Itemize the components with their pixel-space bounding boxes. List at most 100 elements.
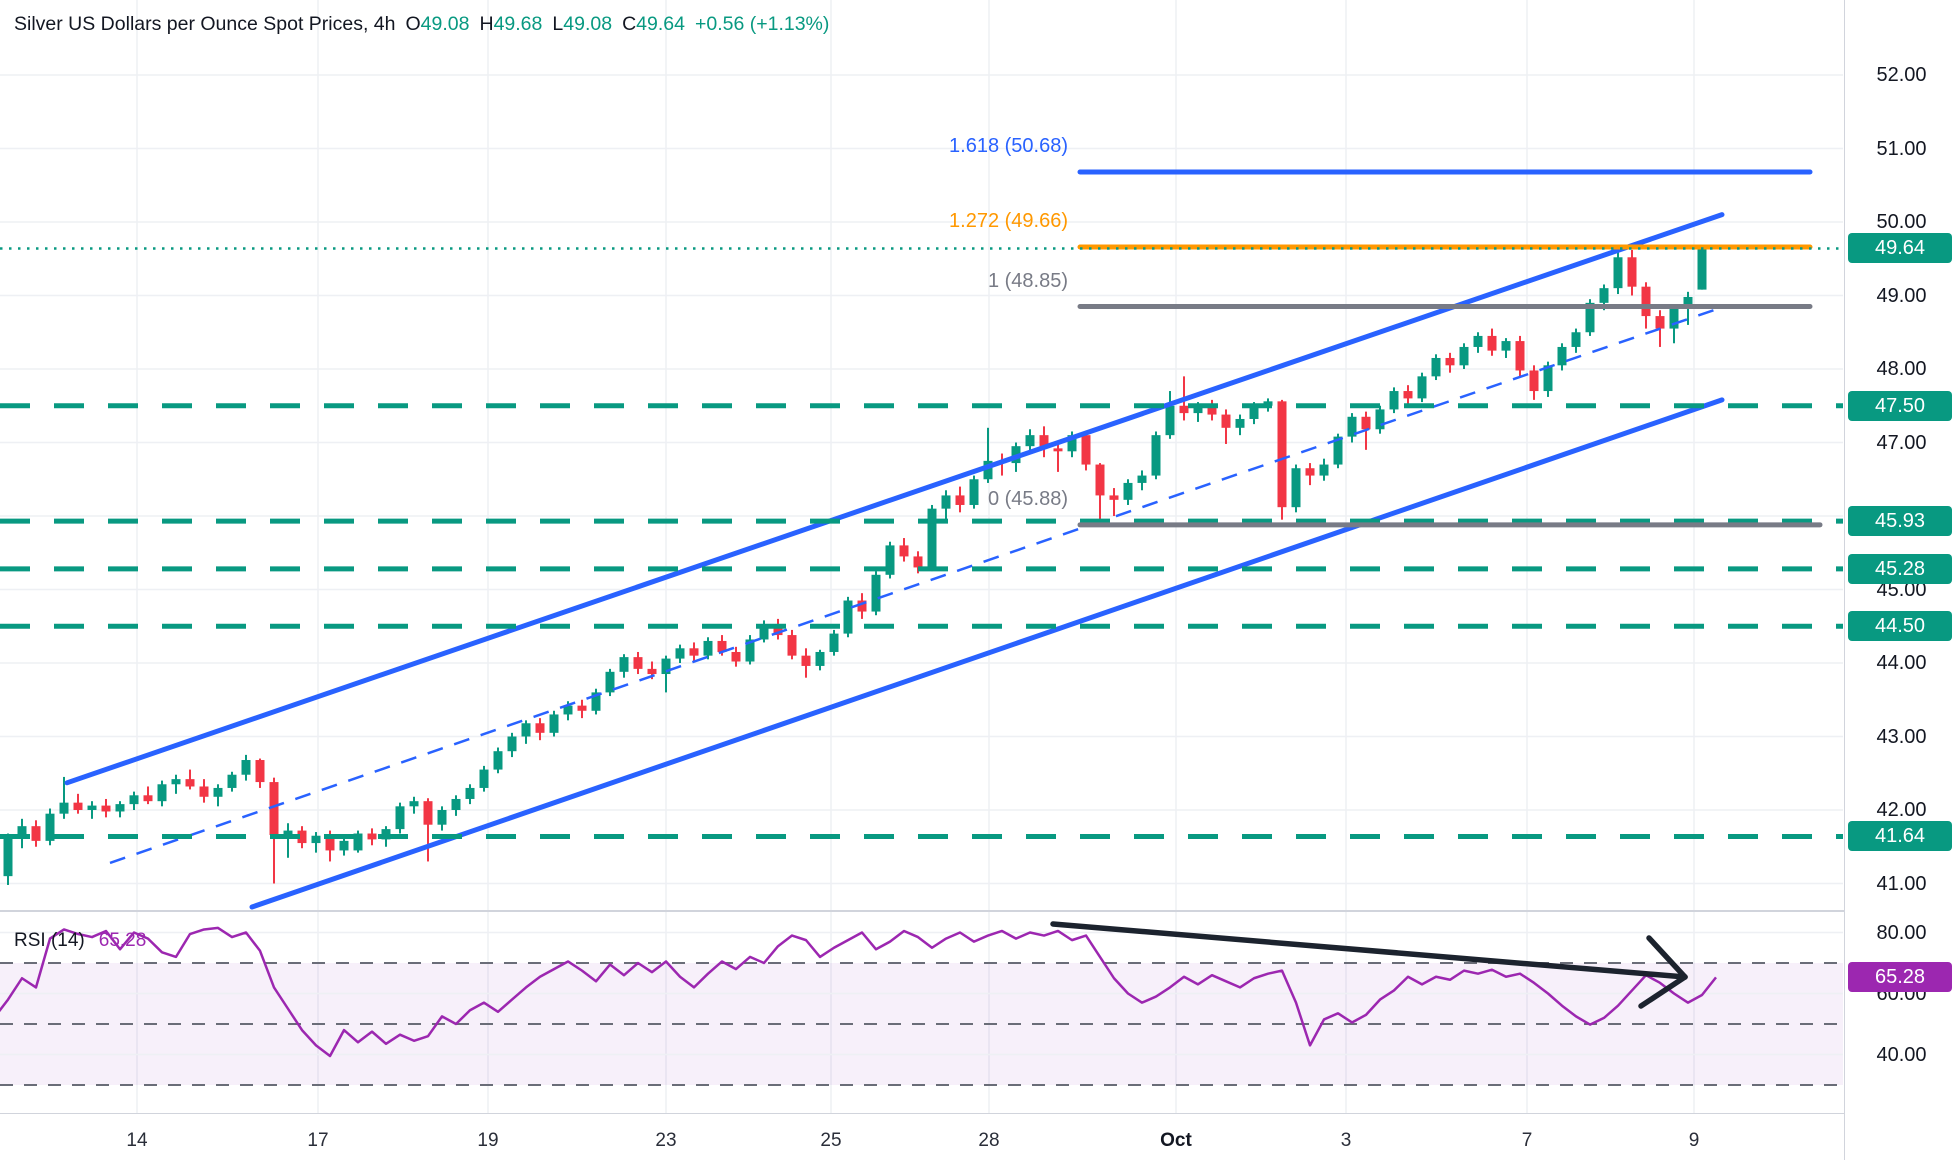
candle-body[interactable] (703, 640, 713, 656)
candle-body[interactable] (1585, 302, 1595, 333)
candle-body[interactable] (1459, 346, 1469, 366)
candle-body[interactable] (1571, 332, 1581, 347)
candle-body[interactable] (59, 802, 69, 814)
symbol-legend[interactable]: Silver US Dollars per Ounce Spot Prices,… (14, 13, 829, 36)
candle-body[interactable] (101, 805, 111, 812)
candle-body[interactable] (969, 479, 979, 505)
candle-body[interactable] (493, 751, 503, 770)
divergence-arrow-head[interactable] (1638, 974, 1688, 1009)
candle-body[interactable] (451, 798, 461, 810)
candle-body[interactable] (689, 648, 699, 656)
divergence-arrow-shaft[interactable] (1050, 921, 1688, 980)
candle-body[interactable] (143, 795, 153, 802)
candle-body[interactable] (759, 624, 769, 640)
candle-body[interactable] (1697, 248, 1707, 290)
candle-body[interactable] (1669, 308, 1679, 329)
candle-body[interactable] (647, 668, 657, 675)
candle-body[interactable] (1179, 405, 1189, 414)
candle-body[interactable] (955, 495, 965, 505)
candle-body[interactable] (913, 556, 923, 568)
candle-body[interactable] (1361, 416, 1371, 430)
candle-body[interactable] (591, 692, 601, 711)
candle-body[interactable] (1655, 316, 1665, 329)
candle-body[interactable] (73, 802, 83, 810)
candle-body[interactable] (577, 705, 587, 711)
upper-trendline[interactable] (64, 212, 1725, 786)
candle-body[interactable] (1081, 435, 1091, 465)
candle-body[interactable] (3, 837, 13, 877)
candle-body[interactable] (479, 769, 489, 788)
candle-body[interactable] (311, 835, 321, 844)
candle-body[interactable] (1487, 335, 1497, 351)
candle-body[interactable] (395, 806, 405, 830)
candle-body[interactable] (129, 795, 139, 805)
candle-body[interactable] (367, 833, 377, 840)
candle-body[interactable] (1319, 464, 1329, 476)
candle-body[interactable] (199, 786, 209, 797)
candle-body[interactable] (605, 671, 615, 693)
candle-body[interactable] (661, 658, 671, 675)
candle-body[interactable] (1515, 341, 1525, 371)
candle-body[interactable] (1431, 357, 1441, 377)
candle-body[interactable] (815, 651, 825, 666)
lower-trendline[interactable] (249, 397, 1725, 910)
candle-body[interactable] (1333, 436, 1343, 465)
candle-body[interactable] (1207, 407, 1217, 415)
candle-body[interactable] (1641, 286, 1651, 317)
candle-body[interactable] (983, 460, 993, 480)
divergence-arrow-head[interactable] (1646, 935, 1688, 980)
candle-body[interactable] (549, 714, 559, 733)
candle-body[interactable] (731, 651, 741, 662)
candle-body[interactable] (1347, 416, 1357, 437)
candle-body[interactable] (1193, 407, 1203, 414)
candle-body[interactable] (157, 784, 167, 802)
candle-body[interactable] (283, 830, 293, 835)
candle-body[interactable] (1613, 257, 1623, 289)
candle-body[interactable] (1025, 435, 1035, 447)
candle-body[interactable] (1249, 405, 1259, 419)
candle-body[interactable] (1109, 495, 1119, 500)
candle-body[interactable] (1039, 435, 1049, 449)
candle-body[interactable] (171, 779, 181, 785)
candle-body[interactable] (1599, 288, 1609, 303)
candle-body[interactable] (45, 813, 55, 841)
candle-body[interactable] (1095, 464, 1105, 496)
candle-body[interactable] (1067, 435, 1077, 452)
candle-body[interactable] (17, 826, 27, 838)
candle-body[interactable] (563, 705, 573, 715)
candle-body[interactable] (1235, 418, 1245, 428)
candle-body[interactable] (1221, 414, 1231, 428)
candle-body[interactable] (339, 840, 349, 851)
candle-body[interactable] (353, 833, 363, 851)
candle-body[interactable] (871, 574, 881, 612)
candle-body[interactable] (745, 639, 755, 662)
rsi-line[interactable] (0, 926, 1717, 1058)
candle-body[interactable] (1291, 468, 1301, 508)
candle-body[interactable] (185, 779, 195, 787)
candle-body[interactable] (1557, 346, 1567, 366)
candle-body[interactable] (1627, 257, 1637, 287)
candle-body[interactable] (521, 723, 531, 737)
candle-body[interactable] (941, 495, 951, 509)
middle-trendline[interactable] (109, 306, 1721, 865)
candle-body[interactable] (633, 657, 643, 669)
candle-body[interactable] (1123, 482, 1133, 500)
candle-body[interactable] (1053, 448, 1063, 452)
candle-body[interactable] (213, 787, 223, 797)
price-scale[interactable]: 52.00 51.00 50.00 49.00 48.00 47.00 45.00 44.00… (1844, 0, 1958, 1160)
candle-body[interactable] (535, 723, 545, 733)
rsi-indicator-legend[interactable]: RSI (14) 65.28 (14, 930, 146, 952)
candle-body[interactable] (1165, 405, 1175, 436)
candle-body[interactable] (87, 805, 97, 810)
candle-body[interactable] (619, 657, 629, 672)
candle-body[interactable] (857, 600, 867, 612)
candle-body[interactable] (269, 782, 279, 835)
candle-body[interactable] (1151, 435, 1161, 476)
candle-body[interactable] (31, 826, 41, 841)
candle-body[interactable] (241, 760, 251, 775)
candle-body[interactable] (787, 635, 797, 656)
candle-body[interactable] (773, 624, 783, 636)
time-scale[interactable]: 14 17 19 23 25 28 Oct 3 7 9 (0, 1113, 1844, 1160)
candle-body[interactable] (325, 835, 335, 851)
